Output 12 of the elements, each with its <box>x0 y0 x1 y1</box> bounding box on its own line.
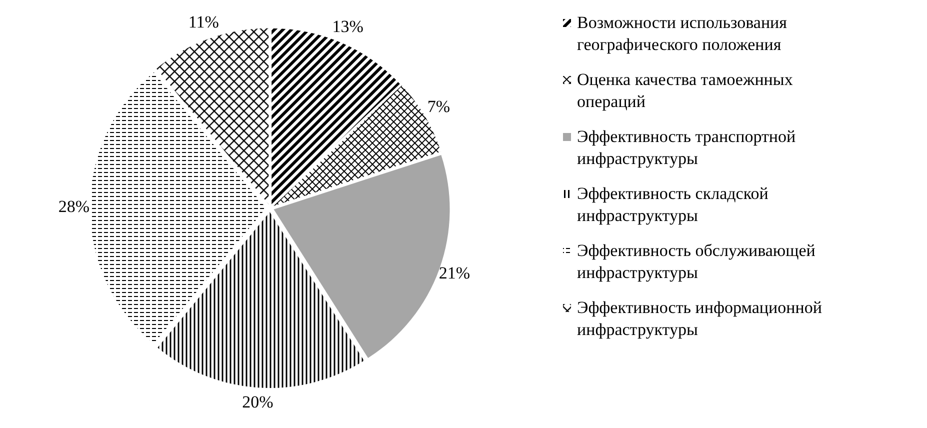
data-label: 13% <box>332 17 364 36</box>
legend-label: Эффективность информационной инфраструктуры <box>577 298 822 339</box>
legend-label: Эффективность складской инфраструктуры <box>577 184 768 225</box>
data-label: 11% <box>188 12 219 32</box>
legend-label: Оценка качества тамоежнных операций <box>577 70 794 111</box>
data-label: 20% <box>242 392 274 412</box>
legend-label: Эффективность транспортной инфраструктуры <box>577 126 796 168</box>
data-label: 21% <box>438 263 470 282</box>
data-label: 7% <box>427 97 450 116</box>
legend-label: Эффективность обслуживающей инфраструктуры <box>577 240 816 282</box>
data-label: 28% <box>58 196 90 216</box>
legend-label: Возможности использования географического положения <box>577 12 788 54</box>
